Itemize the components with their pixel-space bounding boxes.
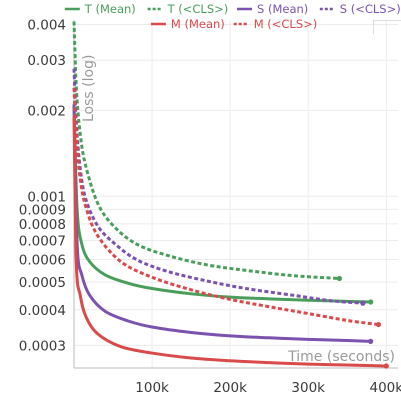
legend-label: M (<CLS>)	[254, 17, 318, 31]
y-tick-label: 0.002	[27, 103, 66, 119]
x-tick-label: 300k	[291, 380, 325, 396]
legend-label: T (<CLS>)	[167, 2, 229, 16]
legend-label: S (Mean)	[257, 2, 308, 16]
series-endpoint-m-cls	[375, 321, 382, 328]
legend-label: T (Mean)	[84, 2, 136, 16]
legend-item-s-mean: S (Mean)	[237, 2, 308, 16]
series-endpoint-t-mean	[368, 299, 374, 305]
x-tick-label: 100k	[135, 380, 169, 396]
series-endpoint-s-mean	[368, 338, 374, 344]
legend-item-m-mean: M (Mean)	[150, 17, 225, 31]
y-tick-label: 0.0005	[19, 275, 66, 291]
series-lines	[72, 21, 389, 369]
y-tick-label: 0.003	[27, 53, 66, 69]
legend-item-s-cls: S (<CLS>)	[319, 2, 401, 16]
series-endpoint-m-mean	[383, 363, 389, 369]
x-tick-label: 200k	[213, 380, 247, 396]
y-tick-label: 0.0006	[19, 253, 66, 269]
axes	[73, 20, 398, 369]
y-tick-label: 0.0003	[19, 338, 66, 354]
legend-label: M (Mean)	[171, 17, 225, 31]
legend-item-t-cls: T (<CLS>)	[147, 2, 229, 16]
tick-labels: 100k 200k 300k 400k0.0040.0030.0020.0010.00…	[19, 18, 401, 396]
grid-lines	[74, 20, 398, 368]
legend-item-m-cls: M (<CLS>)	[233, 17, 318, 31]
series-line-m-mean	[72, 116, 387, 368]
y-tick-label: 0.004	[27, 18, 66, 34]
legend-label: S (<CLS>)	[340, 2, 401, 16]
y-tick-label: 0.0004	[19, 303, 66, 319]
series-line-s-mean	[72, 104, 371, 343]
y-axis-label: Loss (log)	[81, 55, 97, 122]
x-axis-label: Time (seconds)	[287, 349, 395, 365]
series-endpoint-s-cls	[360, 300, 366, 306]
series-line-t-mean	[72, 104, 371, 304]
series-endpoint-t-cls	[336, 275, 343, 282]
legend-box-edge-vertical	[373, 20, 374, 34]
y-tick-label: 0.001	[27, 189, 66, 205]
series-line-t-cls	[72, 21, 340, 280]
x-tick-label: 400k	[369, 380, 401, 396]
y-tick-label: 0.0007	[19, 233, 66, 249]
legend: T (Mean) T (<CLS>) S (Mean) S (<CLS>) M (Mea…	[64, 2, 401, 31]
series-line-m-cls	[72, 87, 379, 327]
legend-box-edge	[373, 20, 401, 21]
y-tick-label: 0.0009	[19, 202, 66, 218]
y-tick-label: 0.0008	[19, 217, 66, 233]
legend-item-t-mean: T (Mean)	[64, 2, 136, 16]
